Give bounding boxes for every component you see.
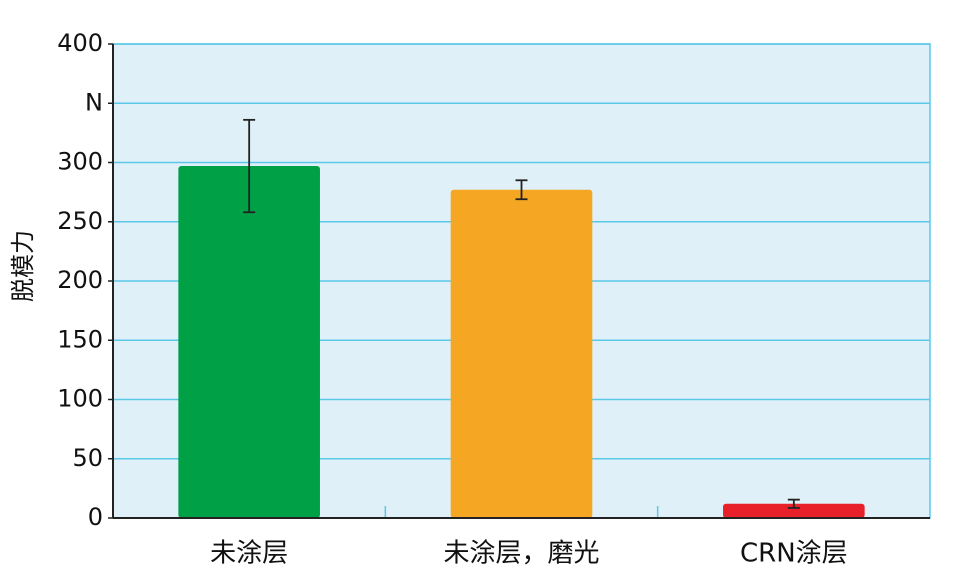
x-tick-label: 未涂层，磨光: [443, 539, 599, 569]
y-tick-label: N: [85, 88, 103, 116]
y-tick-label: 300: [57, 148, 103, 176]
y-tick-label: 50: [72, 444, 103, 472]
bar: [450, 189, 593, 518]
y-tick-label: 150: [57, 325, 103, 353]
y-tick-label: 250: [57, 207, 103, 235]
error-bar: [243, 118, 256, 214]
error-bar: [515, 179, 528, 201]
y-tick-label: 0: [88, 503, 103, 531]
x-tick-label: 未涂层: [210, 539, 288, 569]
error-bar: [787, 498, 800, 509]
y-tick-label: 100: [57, 385, 103, 413]
y-tick-label: 200: [57, 266, 103, 294]
y-axis-label: 脱模力: [9, 230, 37, 302]
x-tick-label: CRN涂层: [740, 539, 848, 569]
bar: [178, 166, 320, 518]
y-tick-label: 400: [57, 29, 103, 57]
bar: [723, 503, 865, 518]
